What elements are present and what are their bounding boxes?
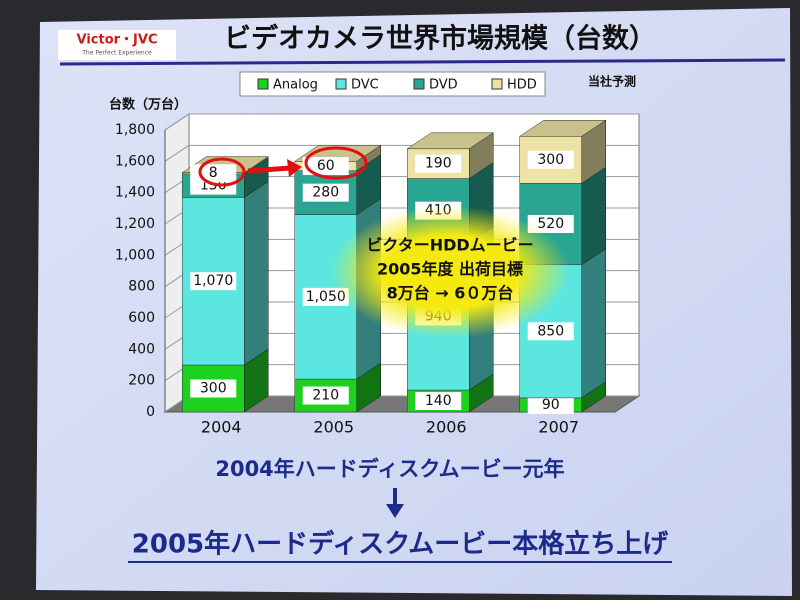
- legend-label: HDD: [507, 78, 537, 93]
- data-label: 300: [537, 152, 564, 168]
- data-label: 190: [425, 156, 452, 172]
- y-tick-label: 400: [128, 341, 155, 357]
- legend-label: DVC: [351, 78, 379, 93]
- callout-line: ビクターHDDムービー: [366, 236, 533, 255]
- slide-line: 2005年ハードディスクムービー本格立ち上げ: [132, 529, 669, 560]
- data-label: 140: [425, 393, 452, 409]
- data-label: 850: [537, 323, 564, 339]
- data-label: 1,070: [193, 273, 233, 289]
- data-label: 90: [542, 397, 560, 413]
- legend-label: Analog: [273, 78, 318, 93]
- bar-side: [581, 166, 606, 266]
- bar-side: [581, 248, 606, 399]
- highlight-circle: [198, 157, 246, 187]
- bar-top: [518, 120, 607, 137]
- y-tick-label: 200: [128, 373, 155, 389]
- callout-line: 8万台 → 6０万台: [387, 284, 514, 303]
- label-box: [415, 154, 462, 173]
- grid-line: [164, 144, 190, 162]
- highlight-arrowhead: [287, 159, 302, 177]
- y-tick-label: 1,400: [115, 185, 155, 201]
- x-tick-label: 2004: [201, 418, 242, 437]
- x-tick-label: 2006: [426, 418, 467, 437]
- logo-box: [58, 30, 176, 60]
- x-tick-label: 2007: [538, 418, 579, 437]
- y-tick-label: 600: [128, 310, 155, 326]
- down-arrowhead: [386, 504, 404, 518]
- y-tick-label: 1,600: [115, 153, 155, 169]
- slide-line: 2004年ハードディスクムービー元年: [215, 457, 564, 481]
- data-label: 520: [537, 216, 564, 232]
- bar-side: [244, 180, 269, 366]
- data-label: 300: [200, 381, 227, 397]
- logo-tagline: The Perfect Experience: [81, 50, 152, 57]
- y-axis-label: 台数（万台）: [109, 97, 187, 113]
- y-tick-label: 1,800: [115, 122, 155, 138]
- legend-swatch: [491, 78, 503, 90]
- data-label: 60: [317, 158, 335, 174]
- label-box: [302, 157, 349, 176]
- legend-label: DVD: [429, 78, 458, 93]
- x-tick-label: 2005: [313, 418, 354, 437]
- forecast-note: 当社予測: [588, 74, 636, 89]
- callout-line: 2005年度 出荷目標: [377, 260, 523, 279]
- label-box: [190, 272, 237, 291]
- label-box: [415, 392, 462, 411]
- grid-line: [164, 113, 190, 131]
- data-label: 8: [209, 165, 218, 181]
- label-box: [527, 150, 574, 169]
- label-box: [302, 386, 349, 405]
- data-label: 280: [312, 185, 339, 201]
- data-label: 210: [312, 388, 339, 404]
- label-box: [527, 395, 574, 414]
- label-box: [302, 183, 349, 202]
- label-box: [527, 322, 574, 341]
- y-tick-label: 0: [146, 404, 155, 420]
- data-label: 1,050: [306, 289, 346, 305]
- highlight-arrow: [247, 165, 291, 174]
- title-rule: [59, 58, 786, 66]
- y-tick-label: 800: [128, 279, 155, 295]
- label-box: [190, 379, 237, 398]
- y-tick-label: 1,200: [115, 216, 155, 232]
- legend-swatch: [335, 78, 347, 90]
- callout-glow: [330, 206, 570, 338]
- highlight-circle: [304, 146, 368, 180]
- chart-title: ビデオカメラ世界市場規模（台数）: [224, 23, 656, 55]
- bar-top: [406, 132, 495, 150]
- legend-swatch: [257, 78, 269, 90]
- logo-brand: Victor・JVC: [77, 33, 158, 48]
- legend-swatch: [413, 78, 425, 90]
- y-tick-label: 1,000: [115, 247, 155, 263]
